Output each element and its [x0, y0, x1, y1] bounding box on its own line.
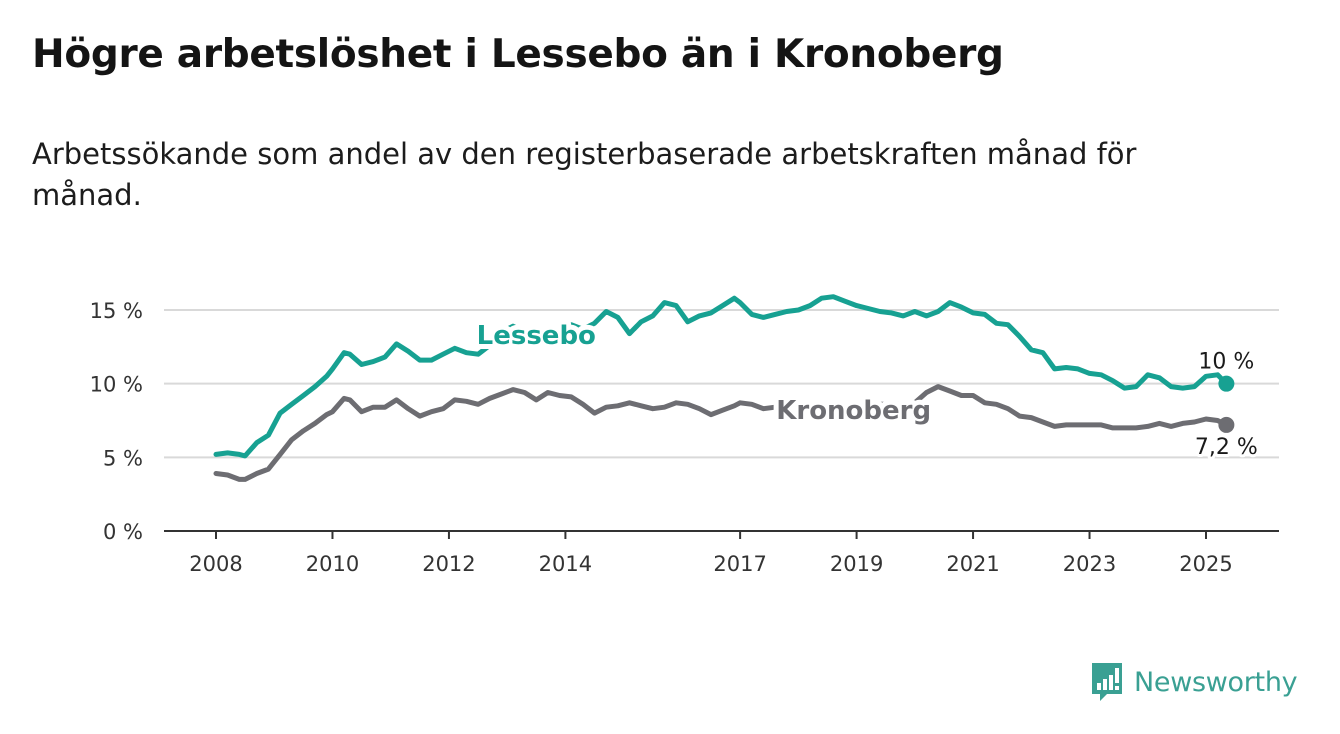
y-axis-ticks: 0 % 5 % 10 % 15 % [90, 299, 143, 544]
x-tick-label: 2021 [946, 552, 999, 576]
end-point-kronoberg [1218, 416, 1235, 433]
newsworthy-logo-icon [1092, 663, 1122, 701]
x-tick-label: 2014 [539, 552, 592, 576]
brand-logo: Newsworthy [1090, 660, 1298, 704]
series-label-lessebo: Lessebo [477, 321, 596, 351]
gridlines [164, 309, 1279, 459]
x-tick-label: 2025 [1179, 552, 1232, 576]
chart-title: Högre arbetslöshet i Lessebo än i Kronob… [32, 32, 1004, 77]
x-tick-label: 2023 [1063, 552, 1116, 576]
series-line-kronoberg [213, 384, 1229, 482]
x-tick-label: 2008 [189, 552, 242, 576]
end-point-lessebo [1218, 375, 1235, 392]
end-value-label-lessebo: 10 % [1198, 350, 1254, 375]
x-tick-label: 2017 [713, 552, 766, 576]
y-tick-label: 15 % [90, 299, 143, 323]
x-tick-label: 2012 [422, 552, 475, 576]
series-label-kronoberg: Kronoberg [776, 396, 931, 426]
chart-subtitle: Arbetssökande som andel av den registerb… [32, 137, 1137, 212]
end-value-label-kronoberg: 7,2 % [1195, 435, 1258, 460]
line-chart: 0 %5 %10 %15 % 2008 2010 2012 2014 2017 2019 2… [90, 294, 1279, 576]
series-labels: Lessebo 10 % Kronoberg 7,2 % [472, 316, 1261, 463]
y-tick-label: 0 % [103, 520, 143, 544]
x-tick-label: 2019 [830, 552, 883, 576]
x-axis: 2008 2010 2012 2014 2017 2019 2021 2023 2025 [164, 530, 1279, 576]
y-tick-label: 10 % [90, 373, 143, 397]
brand-name: Newsworthy [1134, 666, 1298, 698]
y-tick-label: 5 % [103, 446, 143, 470]
series-lines [213, 294, 1235, 482]
x-tick-label: 2010 [306, 552, 359, 576]
series-line-lessebo [213, 294, 1229, 459]
